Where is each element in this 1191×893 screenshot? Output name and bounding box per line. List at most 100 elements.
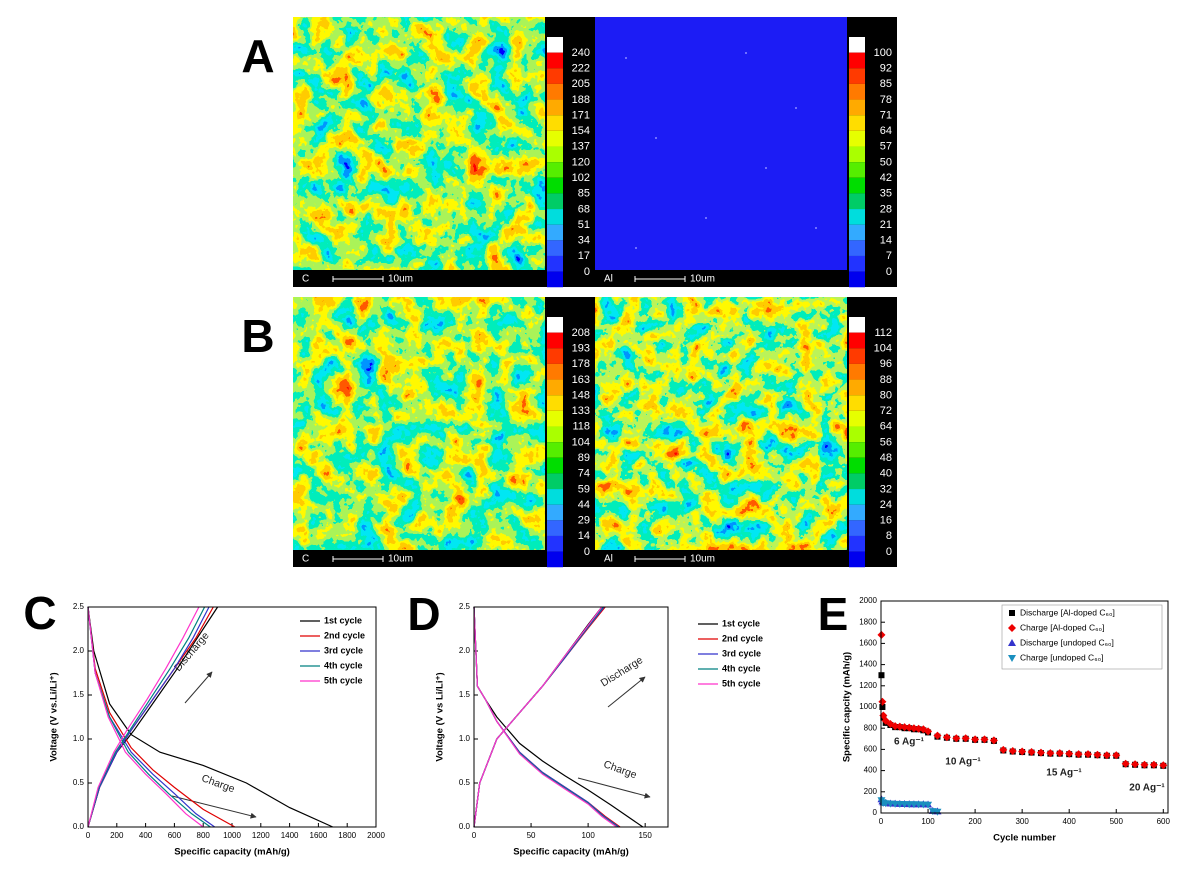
y-tick-label: 2.5 <box>73 602 85 611</box>
series-line <box>473 606 619 828</box>
x-tick-label: 1000 <box>223 831 241 840</box>
data-point <box>942 733 951 742</box>
x-axis-label: Specific capacity (mAh/g) <box>513 847 629 858</box>
y-tick-label: 1.0 <box>73 734 85 743</box>
x-tick-label: 400 <box>139 831 153 840</box>
colorbar-box <box>849 115 865 131</box>
legend-label: 1st cycle <box>722 618 760 628</box>
colorbar-box <box>547 504 563 521</box>
colorbar-label: 7 <box>886 250 892 262</box>
x-tick-label: 0 <box>879 817 884 826</box>
colorbar-label: 71 <box>880 109 892 121</box>
data-point <box>1084 750 1093 759</box>
colorbar-box <box>849 177 865 194</box>
arrow <box>171 795 257 819</box>
x-tick-label: 100 <box>581 831 595 840</box>
colorbar-box <box>849 146 865 163</box>
colorbar-label: 29 <box>578 515 590 527</box>
arrow <box>607 676 646 708</box>
panel-label: E <box>818 588 849 640</box>
colorbar-box <box>547 489 563 505</box>
colorbar-label: 14 <box>578 530 590 542</box>
colorbar-label: 178 <box>572 358 590 370</box>
colorbar-label: 74 <box>578 468 590 480</box>
annotation: 10 Ag⁻¹ <box>945 757 981 768</box>
data-point <box>1149 760 1158 769</box>
element-map <box>293 17 545 270</box>
legend-label: Discharge [Al-doped C₆₀] <box>1020 607 1115 617</box>
x-tick-label: 2000 <box>367 831 385 840</box>
colorbar-box <box>849 317 865 333</box>
colorbar-box <box>547 426 563 443</box>
plot-frame <box>87 606 377 828</box>
legend-marker <box>1008 639 1016 646</box>
colorbar-box <box>849 224 865 241</box>
legend-frame <box>1001 604 1163 670</box>
data-point <box>1065 749 1074 758</box>
map-speck <box>765 167 767 169</box>
colorbar-label: 104 <box>572 436 590 448</box>
plot-frame <box>880 600 1169 814</box>
colorbar-box <box>849 52 865 69</box>
colorbar-box <box>849 473 865 490</box>
y-tick-label: 200 <box>864 787 878 796</box>
colorbar-box <box>547 410 563 427</box>
colorbar-box <box>849 209 865 225</box>
x-tick-label: 800 <box>197 831 211 840</box>
colorbar-box <box>547 379 563 396</box>
legend-label: Charge [Al-doped C₆₀] <box>1020 622 1104 632</box>
legend-label: 5th cycle <box>324 675 363 685</box>
legend-label: 2nd cycle <box>324 630 365 640</box>
y-axis-label: Voltage (V vs Li/Li⁺) <box>435 672 446 761</box>
colorbar-box <box>547 52 563 69</box>
colorbar-label: 59 <box>578 483 590 495</box>
panel-label: B <box>241 310 274 362</box>
data-point <box>999 745 1008 754</box>
data-point <box>952 734 961 743</box>
panel-label: A <box>241 30 274 82</box>
colorbar-label: 88 <box>880 374 892 386</box>
colorbar-box <box>849 426 865 443</box>
data-point <box>914 724 923 733</box>
colorbar-box <box>849 130 865 147</box>
colorbar-label: 193 <box>572 343 590 355</box>
colorbar-label: 118 <box>572 421 590 433</box>
colorbar-label: 133 <box>572 405 590 417</box>
colorbar-label: 96 <box>880 358 892 370</box>
data-point <box>1036 748 1045 757</box>
legend-marker <box>1008 624 1016 632</box>
y-tick-label: 0.0 <box>459 822 471 831</box>
scale-label: 10um <box>388 554 413 565</box>
x-tick-label: 600 <box>1157 817 1171 826</box>
legend-label: 3rd cycle <box>722 648 761 658</box>
colorbar-box <box>849 489 865 505</box>
series-line <box>473 606 617 828</box>
y-tick-label: 0.5 <box>73 778 85 787</box>
legend-label: Discharge [undoped C₆₀] <box>1020 637 1114 647</box>
y-tick-label: 0.0 <box>73 822 85 831</box>
element-label: Al <box>604 274 613 285</box>
map-speck <box>745 52 747 54</box>
colorbar-box <box>547 442 563 458</box>
y-tick-label: 2.0 <box>459 646 471 655</box>
colorbar-label: 35 <box>880 188 892 200</box>
colorbar-label: 28 <box>880 203 892 215</box>
map-speck <box>625 57 627 59</box>
colorbar-box <box>547 193 563 210</box>
data-point <box>1018 747 1027 756</box>
colorbar-label: 148 <box>572 389 590 401</box>
y-tick-label: 1600 <box>859 639 877 648</box>
data-point <box>1055 749 1064 758</box>
x-tick-label: 150 <box>638 831 652 840</box>
colorbar-label: 48 <box>880 452 892 464</box>
data-point <box>1046 749 1055 758</box>
colorbar-label: 102 <box>572 172 590 184</box>
y-tick-label: 1.5 <box>459 690 471 699</box>
y-tick-label: 0.5 <box>459 778 471 787</box>
colorbar-label: 89 <box>578 452 590 464</box>
data-point <box>905 723 914 732</box>
colorbar-box <box>547 332 563 349</box>
y-tick-label: 0 <box>873 808 878 817</box>
x-tick-label: 100 <box>921 817 935 826</box>
